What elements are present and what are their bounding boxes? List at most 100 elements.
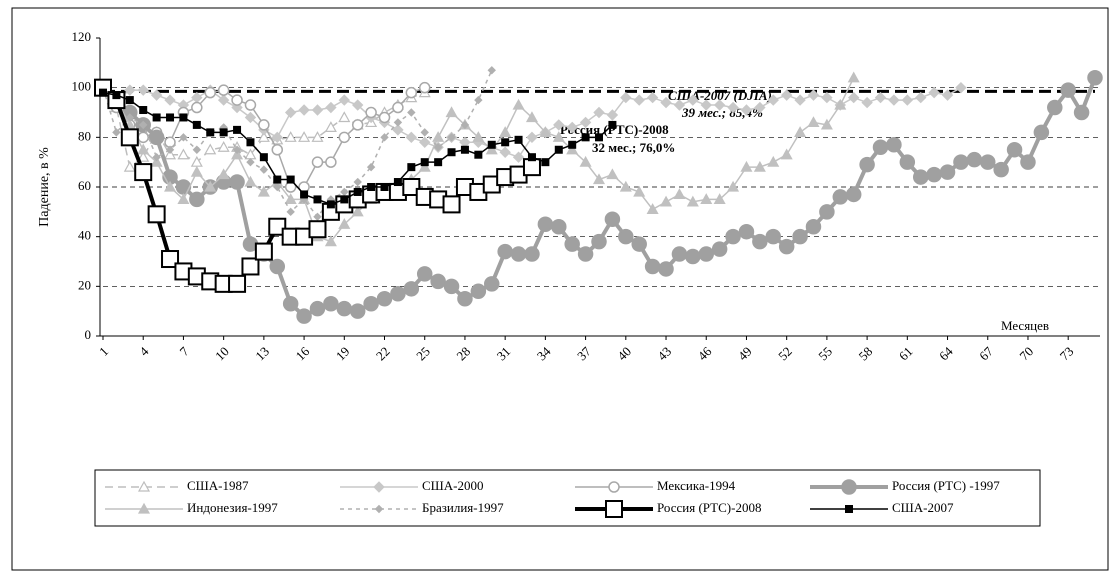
data-point xyxy=(191,91,203,104)
data-point xyxy=(150,89,163,101)
data-point xyxy=(794,94,806,106)
y-tick-label: 120 xyxy=(72,29,92,44)
data-point xyxy=(834,98,847,110)
data-point xyxy=(392,101,404,114)
data-point xyxy=(474,150,483,159)
data-point xyxy=(192,145,202,154)
data-point xyxy=(861,96,873,109)
data-point xyxy=(308,220,327,239)
data-point xyxy=(231,148,244,160)
data-point xyxy=(284,131,297,142)
x-tick-label: 34 xyxy=(534,343,554,363)
data-point xyxy=(821,91,833,104)
x-tick-label: 37 xyxy=(574,343,594,363)
data-point xyxy=(229,174,245,190)
data-point xyxy=(553,119,565,131)
data-point xyxy=(363,295,379,312)
data-point xyxy=(217,141,230,152)
data-point xyxy=(271,131,283,144)
data-point xyxy=(807,89,820,101)
x-tick-label: 64 xyxy=(936,343,956,363)
data-point xyxy=(541,158,550,167)
data-point xyxy=(420,158,429,167)
data-point xyxy=(886,137,902,153)
data-point xyxy=(137,150,150,162)
data-point xyxy=(254,242,273,261)
data-point xyxy=(351,119,364,131)
legend-label: Россия (РТС) -1997 xyxy=(892,478,1000,493)
data-point xyxy=(1047,99,1063,116)
data-point xyxy=(859,156,875,173)
data-point xyxy=(807,116,820,128)
data-point xyxy=(164,148,177,160)
data-point xyxy=(259,165,269,174)
data-point xyxy=(284,106,297,119)
data-point xyxy=(525,111,538,123)
data-point xyxy=(527,153,536,162)
data-point xyxy=(512,98,525,110)
data-point xyxy=(740,160,753,172)
legend-label: Россия (РТС)-2008 xyxy=(657,500,761,515)
data-point xyxy=(259,153,268,162)
data-point xyxy=(993,161,1009,178)
data-point xyxy=(595,133,603,142)
x-tick-label: 25 xyxy=(413,344,433,364)
x-tick-label: 4 xyxy=(136,343,152,359)
data-point xyxy=(552,131,565,142)
data-point xyxy=(554,145,563,154)
x-tick-label: 61 xyxy=(896,344,916,364)
data-point xyxy=(631,236,647,252)
data-point xyxy=(349,303,366,319)
data-point xyxy=(673,188,686,200)
data-point xyxy=(606,109,619,121)
data-point xyxy=(832,189,849,205)
data-point xyxy=(430,273,446,290)
data-point xyxy=(633,185,646,197)
data-point xyxy=(405,86,418,99)
data-point xyxy=(512,151,525,163)
data-point xyxy=(780,89,793,101)
data-point xyxy=(581,133,590,142)
data-point xyxy=(497,243,513,260)
data-point xyxy=(393,178,402,187)
data-point xyxy=(300,190,309,199)
legend-label: Индонезия-1997 xyxy=(187,500,278,515)
legend-marker xyxy=(137,480,151,492)
data-point xyxy=(233,125,242,134)
data-point xyxy=(366,162,376,172)
x-tick-label: 55 xyxy=(815,344,835,364)
data-point xyxy=(286,175,295,184)
data-point xyxy=(700,193,713,205)
data-point xyxy=(939,164,956,180)
data-point xyxy=(778,238,795,255)
x-axis-label: Месяцев xyxy=(1001,318,1049,333)
data-point xyxy=(351,205,364,217)
x-tick-label: 1 xyxy=(96,344,111,359)
data-point xyxy=(269,258,286,275)
x-tick-label: 70 xyxy=(1016,344,1036,364)
data-point xyxy=(433,143,443,152)
data-point xyxy=(244,111,257,124)
legend-marker xyxy=(605,500,623,518)
y-axis-label: Падение, в % xyxy=(37,147,52,227)
data-point xyxy=(336,300,353,317)
data-point xyxy=(1073,104,1090,121)
data-point xyxy=(165,145,175,154)
data-point xyxy=(231,94,243,106)
data-point xyxy=(472,131,485,142)
data-point xyxy=(340,195,349,204)
legend-marker xyxy=(137,502,151,514)
x-tick-label: 10 xyxy=(212,344,232,364)
data-point xyxy=(685,248,701,265)
x-tick-label: 31 xyxy=(494,344,514,364)
data-point xyxy=(189,191,205,208)
data-point xyxy=(407,163,416,172)
data-point xyxy=(792,228,808,245)
data-point xyxy=(644,258,661,275)
data-point xyxy=(392,124,404,136)
data-point xyxy=(191,101,203,114)
data-point xyxy=(273,175,282,184)
data-point xyxy=(152,113,161,122)
data-point xyxy=(217,168,230,180)
data-point xyxy=(418,81,431,94)
